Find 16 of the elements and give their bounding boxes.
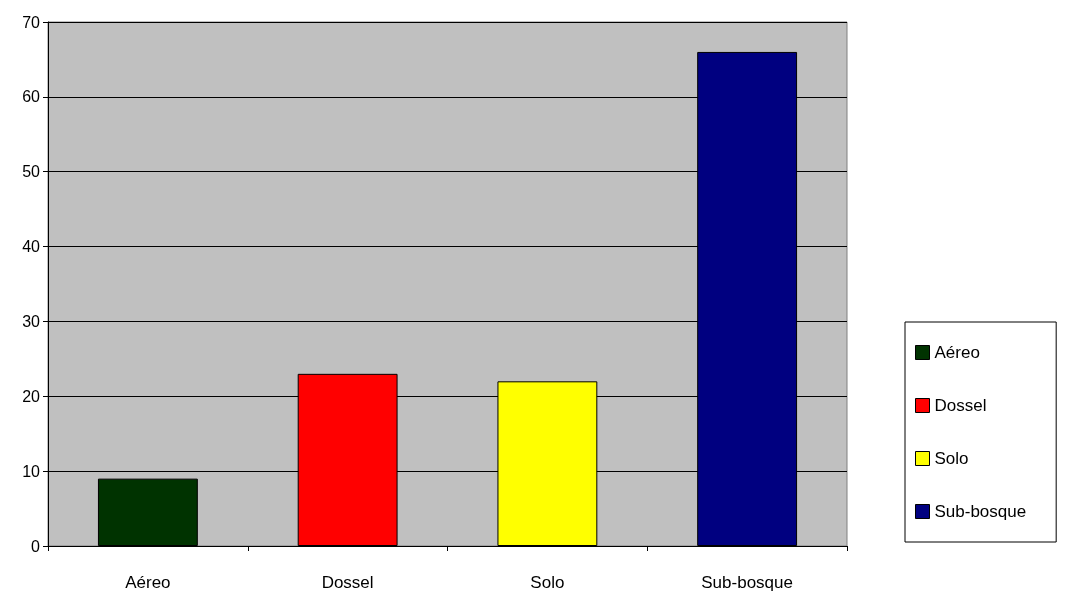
legend-label: Aéreo	[934, 343, 980, 362]
x-tick-label: Aéreo	[125, 573, 171, 592]
legend-label: Solo	[934, 449, 969, 468]
y-tick-label: 0	[31, 537, 41, 555]
y-tick-label: 70	[22, 13, 41, 31]
y-tick-label: 60	[22, 88, 41, 106]
y-tick-label: 30	[22, 312, 41, 330]
x-tick-label: Sub-bosque	[701, 573, 793, 592]
y-tick-label: 20	[22, 387, 41, 405]
legend-label: Dossel	[934, 396, 987, 415]
x-tick-label: Solo	[530, 573, 565, 592]
legend-label: Sub-bosque	[934, 502, 1027, 521]
x-tick-label: Dossel	[321, 573, 374, 592]
y-tick-label: 10	[22, 462, 41, 480]
y-tick-label: 40	[22, 238, 41, 256]
y-tick-label: 50	[22, 163, 41, 181]
